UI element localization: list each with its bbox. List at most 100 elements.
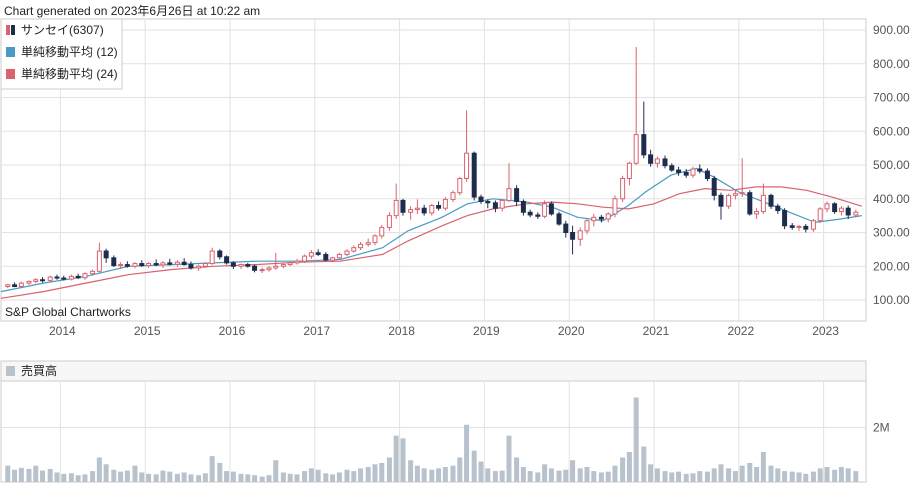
- candle-body: [118, 264, 124, 267]
- candle-body: [556, 213, 562, 225]
- candle-body: [68, 275, 74, 280]
- legend: サンセイ(6307) 単純移動平均 (12) 単純移動平均 (24): [0, 18, 123, 90]
- candle-body: [344, 250, 350, 255]
- candle: [82, 272, 88, 280]
- volume-bar: [514, 457, 520, 482]
- candle-body: [690, 168, 696, 176]
- candle: [273, 252, 279, 270]
- volume-bar: [796, 472, 802, 482]
- candle: [118, 262, 124, 269]
- volume-bar: [492, 471, 498, 482]
- volume-bar: [132, 465, 138, 482]
- candle: [471, 151, 477, 201]
- price-y-tick-label: 400.00: [873, 192, 910, 206]
- candle: [280, 263, 286, 269]
- volume-bar: [393, 435, 399, 482]
- candle-body: [323, 253, 329, 261]
- volume-bar: [768, 465, 774, 482]
- price-y-tick-label: 700.00: [873, 91, 910, 105]
- candle: [379, 225, 385, 239]
- price-y-axis: 900.00 800.00 700.00 600.00 500.00 400.00 300.…: [873, 23, 910, 307]
- candle-body: [654, 158, 660, 164]
- candle: [238, 263, 244, 269]
- volume-bar: [40, 470, 46, 482]
- volume-bar: [718, 464, 724, 482]
- ma12-line: [0, 167, 862, 293]
- candle: [266, 266, 272, 272]
- volume-bar: [824, 467, 830, 482]
- x-axis: 2014 2015 2016 2017 2018 2019 2020 2021 2022 2023: [49, 324, 839, 338]
- candle: [181, 258, 187, 266]
- candle-body: [450, 192, 456, 200]
- volume-bar: [598, 472, 604, 482]
- candle-body: [612, 198, 618, 215]
- volume-bar: [620, 457, 626, 482]
- candle-body: [853, 211, 859, 216]
- candle: [188, 261, 194, 270]
- candle: [726, 193, 732, 209]
- candle-body: [61, 277, 67, 280]
- volume-bar: [188, 474, 194, 482]
- x-tick-label: 2017: [303, 324, 330, 338]
- candle: [146, 262, 152, 268]
- volume-bar: [111, 469, 117, 482]
- x-tick-label: 2022: [727, 324, 754, 338]
- candle: [633, 46, 639, 165]
- candle-body: [838, 207, 844, 213]
- volume-bar: [408, 460, 414, 482]
- candle: [33, 278, 39, 284]
- candle-body: [563, 223, 569, 233]
- candle: [139, 260, 145, 267]
- candle-body: [386, 215, 392, 228]
- candle-body: [379, 226, 385, 237]
- volume-bar: [68, 473, 74, 482]
- candle-body: [330, 257, 336, 261]
- volume-bar: [124, 470, 130, 482]
- candle-body: [167, 262, 173, 265]
- volume-y-axis: 2M: [873, 421, 890, 435]
- candle-body: [358, 243, 364, 249]
- candle: [111, 255, 117, 267]
- volume-bar: [535, 472, 541, 482]
- volume-bar: [485, 468, 491, 482]
- candle-body: [96, 250, 102, 272]
- volume-bar: [838, 467, 844, 482]
- candle-body: [103, 250, 109, 259]
- candle-body: [782, 210, 788, 227]
- legend-swatch: [6, 47, 15, 57]
- candle-body: [796, 225, 802, 228]
- legend-item: サンセイ(6307): [6, 23, 104, 37]
- candle: [429, 203, 435, 216]
- volume-bar: [612, 465, 618, 482]
- candle: [124, 261, 130, 268]
- candle-body: [202, 263, 208, 267]
- candle: [12, 282, 18, 288]
- volume-bar: [209, 456, 215, 482]
- candle: [845, 205, 851, 219]
- candle-body: [90, 270, 96, 275]
- volume-bar: [556, 470, 562, 482]
- candle: [563, 220, 569, 238]
- volume-bar: [436, 468, 442, 482]
- volume-bar: [442, 467, 448, 482]
- volume-bar: [33, 465, 39, 482]
- candle-body: [365, 242, 371, 245]
- volume-bar: [464, 424, 470, 482]
- candle-body: [54, 276, 60, 279]
- candle: [520, 199, 526, 216]
- candle: [817, 207, 823, 224]
- volume-bar: [82, 474, 88, 482]
- volume-bar: [336, 472, 342, 482]
- candle: [570, 225, 576, 255]
- candle: [620, 175, 626, 203]
- volume-bar: [294, 474, 300, 482]
- volume-bar: [697, 471, 703, 482]
- candle: [132, 262, 138, 269]
- candle: [323, 252, 329, 262]
- volume-bar: [570, 460, 576, 482]
- candle: [796, 225, 802, 231]
- price-panel: 900.00 800.00 700.00 600.00 500.00 400.00 300.…: [0, 18, 910, 338]
- volume-bar: [542, 464, 548, 482]
- x-tick-label: 2014: [49, 324, 76, 338]
